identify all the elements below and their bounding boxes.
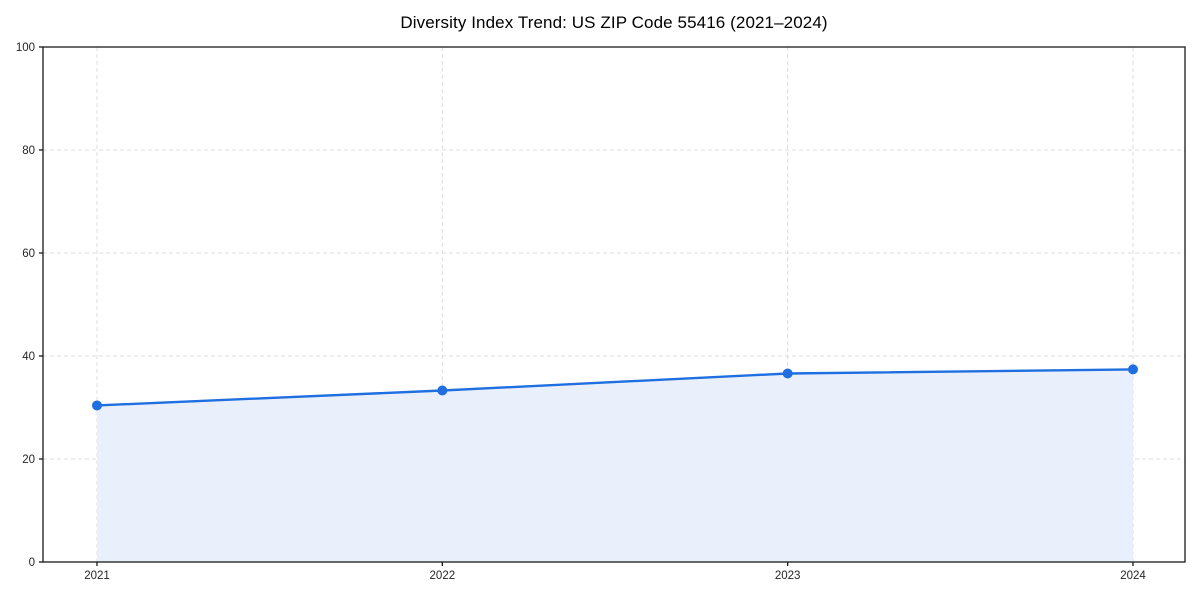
y-tick-label: 60 xyxy=(22,248,35,260)
x-tick-label: 2022 xyxy=(430,570,456,582)
x-tick-label: 2023 xyxy=(775,570,801,582)
y-tick-label: 40 xyxy=(22,351,35,363)
x-tick-label: 2021 xyxy=(84,570,110,582)
series-line xyxy=(95,368,1135,407)
x-tick-label: 2024 xyxy=(1120,570,1146,582)
y-tick-label: 20 xyxy=(22,454,35,466)
data-point-marker xyxy=(782,368,793,379)
plot-border xyxy=(42,46,1186,563)
data-point-marker xyxy=(1128,364,1138,375)
y-tick-label: 0 xyxy=(29,557,35,569)
y-tick-label: 80 xyxy=(22,145,35,157)
chart-title: Diversity Index Trend: US ZIP Code 55416… xyxy=(400,13,828,32)
data-point-marker xyxy=(92,400,102,411)
data-point-marker xyxy=(437,385,448,396)
y-tick-label: 100 xyxy=(16,42,35,54)
series-area-fill xyxy=(97,369,1133,562)
